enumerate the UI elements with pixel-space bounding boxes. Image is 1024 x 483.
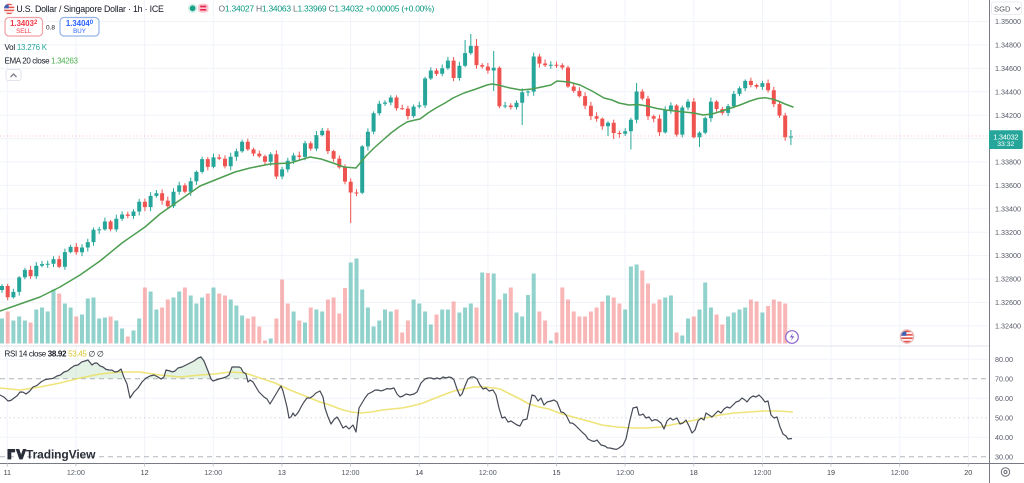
svg-text:12:00: 12:00 [342, 468, 360, 477]
svg-text:1.33600: 1.33600 [995, 181, 1021, 190]
svg-text:1.34200: 1.34200 [995, 111, 1021, 120]
svg-text:1.34600: 1.34600 [995, 64, 1021, 73]
svg-text:1.34800: 1.34800 [995, 41, 1021, 50]
svg-text:50.00: 50.00 [995, 413, 1013, 422]
svg-text:1.32400: 1.32400 [995, 321, 1021, 330]
svg-text:Vol 13.276 K: Vol 13.276 K [5, 43, 48, 52]
svg-text:60.00: 60.00 [995, 394, 1013, 403]
svg-text:1.33000: 1.33000 [995, 251, 1021, 260]
svg-text:12:00: 12:00 [616, 468, 634, 477]
svg-text:0.8: 0.8 [46, 25, 55, 32]
svg-text:15: 15 [553, 468, 561, 477]
svg-text:1.33200: 1.33200 [995, 228, 1021, 237]
svg-text:80.00: 80.00 [995, 355, 1013, 364]
svg-text:12: 12 [141, 468, 149, 477]
svg-text:40.00: 40.00 [995, 433, 1013, 442]
svg-text:SELL: SELL [16, 28, 32, 35]
svg-text:1.34400: 1.34400 [995, 87, 1021, 96]
svg-text:BUY: BUY [73, 28, 86, 35]
svg-text:TradingView: TradingView [26, 447, 96, 461]
svg-text:1.32600: 1.32600 [995, 298, 1021, 307]
svg-text:11: 11 [4, 468, 11, 477]
svg-text:19: 19 [827, 468, 835, 477]
svg-text:RSI 14 close 38.92 53.45 ∅ ∅: RSI 14 close 38.92 53.45 ∅ ∅ [5, 349, 104, 358]
svg-text:12:00: 12:00 [479, 468, 497, 477]
svg-text:12:00: 12:00 [753, 468, 771, 477]
svg-text:EMA 20 close 1.34263: EMA 20 close 1.34263 [5, 57, 79, 66]
svg-text:1.32800: 1.32800 [995, 275, 1021, 284]
svg-text:1.34032: 1.34032 [993, 132, 1018, 141]
svg-text:1.34032: 1.34032 [10, 19, 38, 28]
svg-text:1.35000: 1.35000 [995, 17, 1021, 26]
svg-text:12:00: 12:00 [67, 468, 85, 477]
svg-text:1.33400: 1.33400 [995, 204, 1021, 213]
svg-text:U.S. Dollar / Singapore Dollar: U.S. Dollar / Singapore Dollar · 1h · IC… [16, 4, 164, 14]
svg-text:30.00: 30.00 [995, 452, 1013, 461]
svg-text:1.33800: 1.33800 [995, 158, 1021, 167]
svg-text:20: 20 [964, 468, 972, 477]
svg-text:33:32: 33:32 [997, 141, 1014, 148]
svg-text:12:00: 12:00 [204, 468, 222, 477]
svg-text:1.34040: 1.34040 [66, 19, 94, 28]
svg-text:70.00: 70.00 [995, 374, 1013, 383]
svg-text:SGD: SGD [994, 4, 1011, 13]
svg-text:14: 14 [415, 468, 423, 477]
svg-text:13: 13 [278, 468, 286, 477]
svg-text:18: 18 [690, 468, 698, 477]
svg-text:O1.34027 H1.34063 L1.33969 C1.: O1.34027 H1.34063 L1.33969 C1.34032 +0.0… [219, 3, 435, 13]
svg-text:12:00: 12:00 [891, 468, 909, 477]
